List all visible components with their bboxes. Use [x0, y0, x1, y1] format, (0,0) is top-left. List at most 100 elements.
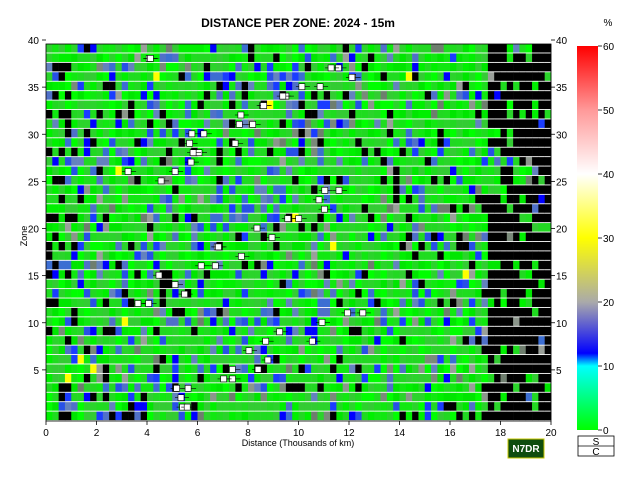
- heatmap-cell: [115, 307, 123, 317]
- heatmap-cell: [260, 157, 268, 166]
- heatmap-cell: [462, 402, 470, 411]
- heatmap-cell: [380, 128, 388, 138]
- heatmap-cell: [544, 119, 552, 128]
- heatmap-cell: [153, 402, 160, 411]
- heatmap-cell: [519, 270, 527, 279]
- heatmap-cell: [153, 251, 160, 260]
- heatmap-cell: [487, 355, 495, 364]
- colorbar-tick-label: 60: [603, 42, 615, 53]
- heatmap-cell: [450, 336, 457, 345]
- heatmap-cell: [285, 166, 293, 176]
- heatmap-cell: [184, 119, 192, 128]
- heatmap-cell: [172, 109, 179, 119]
- heatmap-cell: [292, 119, 299, 128]
- heatmap-cell: [140, 204, 148, 213]
- heatmap-cell: [140, 128, 148, 138]
- heatmap-cell: [172, 204, 179, 213]
- heatmap-cell: [109, 175, 116, 185]
- heatmap-cell: [399, 289, 407, 298]
- heatmap-cell: [544, 251, 552, 260]
- heatmap-cell: [241, 100, 249, 110]
- heatmap-cell: [58, 289, 66, 298]
- heatmap-cell: [304, 260, 312, 270]
- heatmap-cell: [229, 128, 236, 138]
- heatmap-cell: [544, 213, 552, 223]
- heatmap-cell: [83, 251, 91, 260]
- heatmap-cell: [380, 383, 388, 392]
- heatmap-cell: [58, 109, 66, 119]
- heatmap-cell: [216, 62, 224, 72]
- heatmap-cell: [412, 345, 419, 355]
- heatmap-cell: [254, 166, 261, 176]
- heatmap-cell: [538, 326, 545, 336]
- heatmap-cell: [487, 53, 495, 62]
- heatmap-cell: [386, 373, 394, 383]
- heatmap-cell: [121, 232, 129, 242]
- heatmap-cell: [361, 185, 369, 194]
- heatmap-cell: [380, 392, 388, 402]
- heatmap-cell: [380, 373, 388, 383]
- heatmap-cell: [58, 307, 66, 317]
- heatmap-cell: [494, 223, 501, 232]
- heatmap-cell: [538, 138, 545, 147]
- heatmap-cell: [46, 147, 53, 157]
- heatmap-cell: [216, 223, 224, 232]
- heatmap-cell: [178, 336, 186, 345]
- heatmap-cell: [279, 72, 287, 81]
- x-tick-label: 20: [545, 428, 557, 439]
- heatmap-cell: [134, 119, 141, 128]
- heatmap-cell: [393, 232, 400, 242]
- heatmap-cell: [481, 204, 489, 213]
- heatmap-cell: [191, 411, 198, 421]
- zone-marker: [356, 309, 371, 317]
- heatmap-cell: [58, 298, 66, 307]
- zone-marker: [122, 168, 137, 175]
- heatmap-cell: [317, 213, 325, 223]
- heatmap-cell: [506, 175, 514, 185]
- heatmap-cell: [525, 91, 533, 100]
- heatmap-cell: [399, 128, 407, 138]
- heatmap-cell: [330, 260, 337, 270]
- heatmap-cell: [58, 279, 66, 289]
- heatmap-cell: [165, 251, 173, 260]
- heatmap-cell: [431, 270, 438, 279]
- heatmap-cell: [431, 109, 438, 119]
- heatmap-cell: [330, 326, 337, 336]
- heatmap-cell: [418, 383, 426, 392]
- heatmap-cell: [109, 53, 116, 62]
- heatmap-cell: [342, 53, 350, 62]
- heatmap-cell: [311, 241, 318, 251]
- colorbar: [577, 46, 598, 430]
- heatmap-cell: [203, 128, 211, 138]
- heatmap-cell: [134, 336, 141, 345]
- heatmap-cell: [77, 392, 85, 402]
- heatmap-cell: [374, 166, 381, 176]
- heatmap-cell: [544, 100, 552, 110]
- heatmap-cell: [134, 260, 141, 270]
- heatmap-cell: [165, 383, 173, 392]
- heatmap-cell: [109, 91, 116, 100]
- heatmap-cell: [248, 232, 255, 242]
- heatmap-cell: [380, 289, 388, 298]
- heatmap-cell: [279, 383, 287, 392]
- heatmap-cell: [203, 241, 211, 251]
- heatmap-cell: [298, 345, 306, 355]
- heatmap-cell: [393, 53, 400, 62]
- heatmap-cell: [279, 194, 287, 204]
- heatmap-cell: [336, 260, 343, 270]
- heatmap-cell: [431, 72, 438, 81]
- heatmap-cell: [342, 175, 350, 185]
- heatmap-cell: [525, 317, 533, 326]
- heatmap-cell: [317, 336, 325, 345]
- heatmap-cell: [46, 166, 53, 176]
- heatmap-cell: [260, 392, 268, 402]
- heatmap-cell: [83, 402, 91, 411]
- heatmap-cell: [134, 279, 141, 289]
- heatmap-cell: [374, 260, 381, 270]
- heatmap-cell: [184, 241, 192, 251]
- heatmap-cell: [538, 166, 545, 176]
- heatmap-cell: [273, 119, 280, 128]
- heatmap-cell: [184, 364, 192, 373]
- heatmap-cell: [197, 241, 205, 251]
- heatmap-cell: [506, 289, 514, 298]
